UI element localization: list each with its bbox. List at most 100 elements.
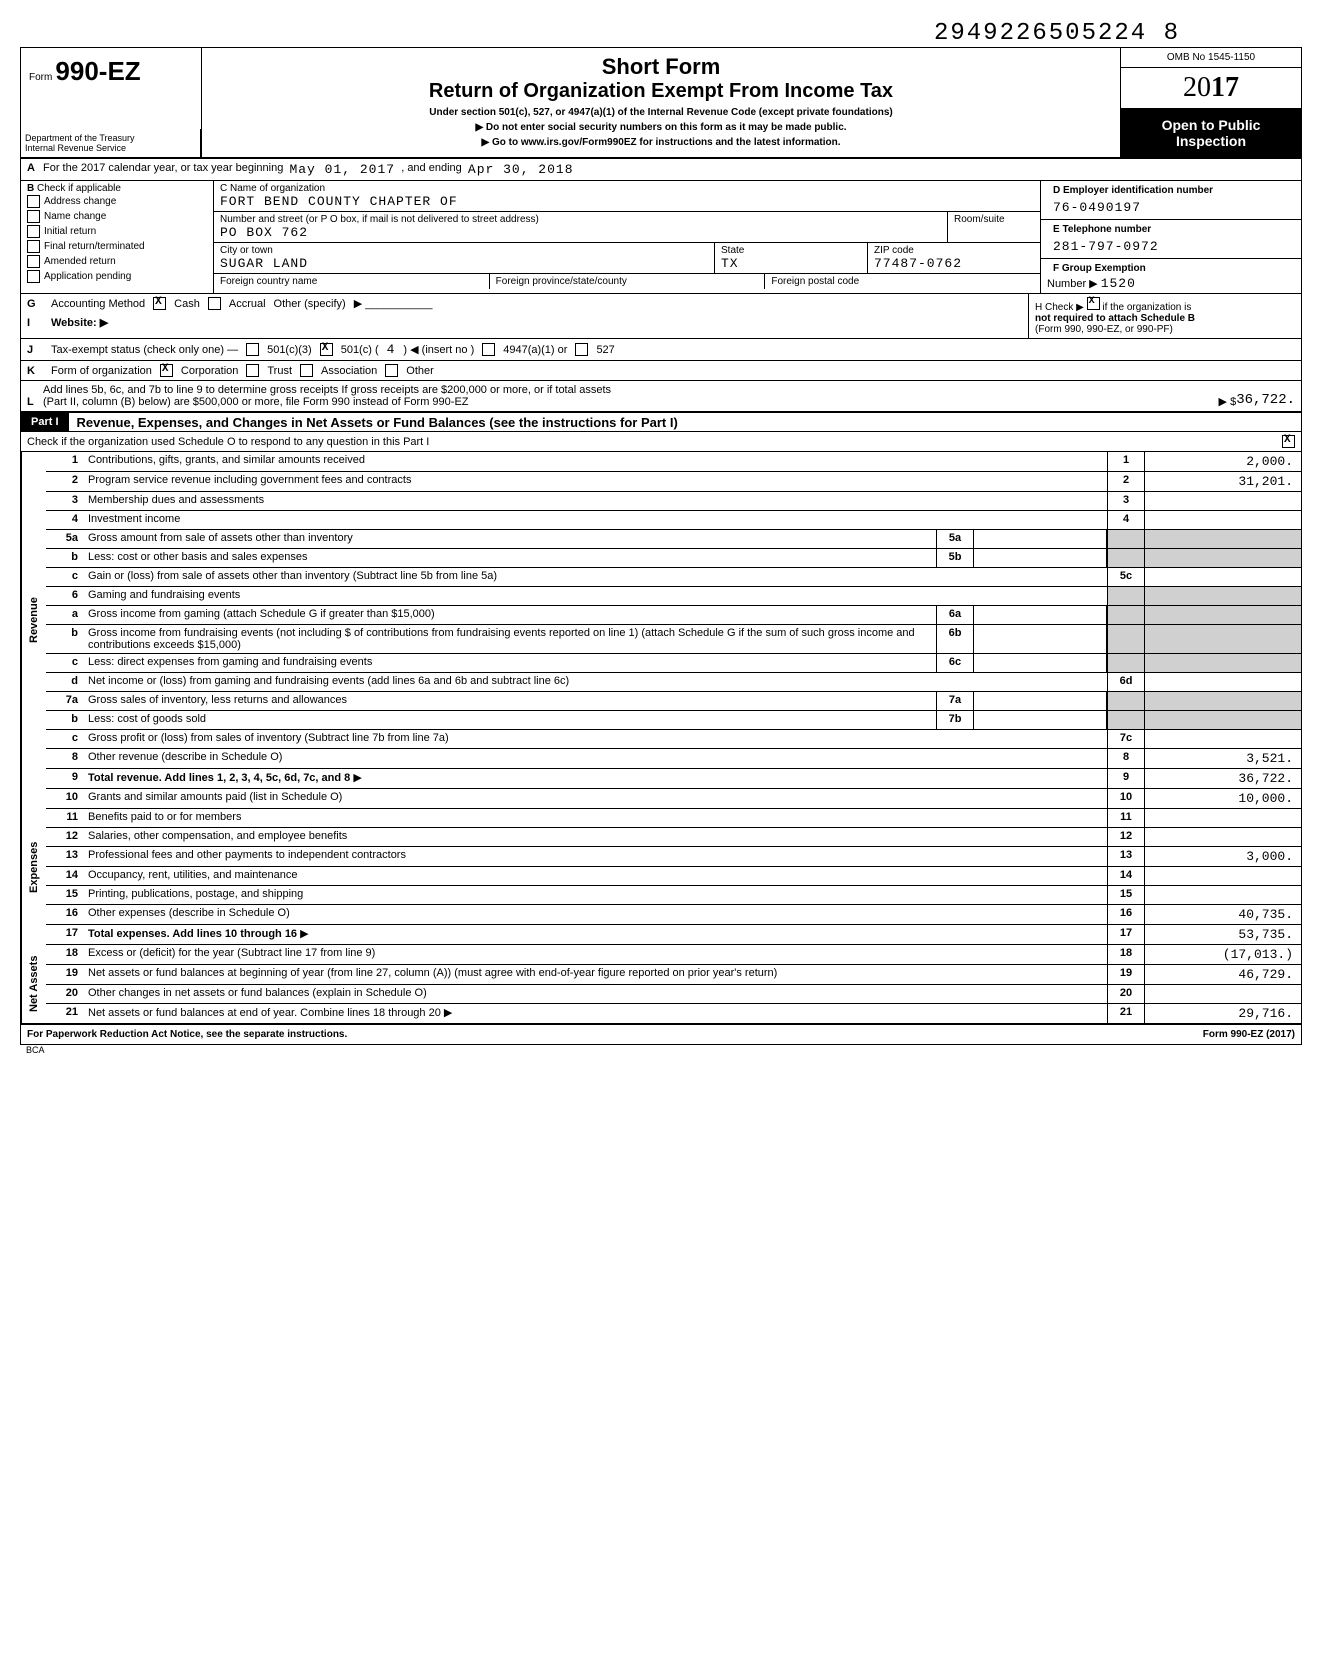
checkbox-cash[interactable] [153,297,166,310]
checkbox-name-change[interactable] [27,210,40,223]
line-7a-shaded [1107,692,1144,710]
line-18-rnum: 18 [1107,945,1144,964]
line-6d-desc: Net income or (loss) from gaming and fun… [84,673,1107,691]
line-8-num: 8 [46,749,84,768]
state-value: TX [721,256,861,271]
line-13-rnum: 13 [1107,847,1144,866]
zip-label: ZIP code [874,245,1034,256]
line-6-num: 6 [46,587,84,605]
expenses-section: Expenses 10Grants and similar amounts pa… [21,789,1301,945]
state-label: State [721,245,861,256]
line-15-rnum: 15 [1107,886,1144,904]
line-10-val: 10,000. [1144,789,1301,808]
line-19-val: 46,729. [1144,965,1301,984]
checkbox-trust[interactable] [246,364,259,377]
main-title: Return of Organization Exempt From Incom… [208,80,1114,103]
line-6b-midval [974,625,1107,653]
line-19-num: 19 [46,965,84,984]
line-19-desc: Net assets or fund balances at beginning… [84,965,1107,984]
line-12-num: 12 [46,828,84,846]
line-9-rnum: 9 [1107,769,1144,788]
line-7c-num: c [46,730,84,748]
row-l-text2: (Part II, column (B) below) are $500,000… [43,396,1219,408]
line-2-val: 31,201. [1144,472,1301,491]
line-10-rnum: 10 [1107,789,1144,808]
line-21-desc: Net assets or fund balances at end of ye… [88,1007,441,1019]
label-final-return: Final return/terminated [44,241,145,252]
line-17-desc: Total expenses. Add lines 10 through 16 [88,928,297,940]
top-form-number: 2949226505224 8 [20,20,1300,47]
checkbox-address-change[interactable] [27,195,40,208]
line-6a-shaded2 [1144,606,1301,624]
ein-value: 76-0490197 [1047,198,1295,217]
checkbox-527[interactable] [575,343,588,356]
checkbox-amended[interactable] [27,255,40,268]
phone-value: 281-797-0972 [1047,237,1295,256]
line-10-num: 10 [46,789,84,808]
checkbox-other-org[interactable] [385,364,398,377]
line-15-desc: Printing, publications, postage, and shi… [84,886,1107,904]
line-11-num: 11 [46,809,84,827]
line-13-desc: Professional fees and other payments to … [84,847,1107,866]
foreign-postal-label: Foreign postal code [764,274,1040,289]
group-exemption-label: F Group Exemption [1047,261,1295,276]
row-a-mid: , and ending [401,162,462,177]
checkbox-4947[interactable] [482,343,495,356]
checkbox-501c[interactable] [320,343,333,356]
h-text1: H Check ▶ [1035,302,1084,313]
line-5b-shaded2 [1144,549,1301,567]
form-org-label: Form of organization [51,365,152,377]
checkbox-corp[interactable] [160,364,173,377]
revenue-section: Revenue 1Contributions, gifts, grants, a… [21,452,1301,789]
line-6b-num: b [46,625,84,653]
line-5c-desc: Gain or (loss) from sale of assets other… [84,568,1107,586]
line-7b-midval [974,711,1107,729]
checkbox-assoc[interactable] [300,364,313,377]
checkbox-501c3[interactable] [246,343,259,356]
line-16-desc: Other expenses (describe in Schedule O) [84,905,1107,924]
label-501c: 501(c) ( [341,344,379,356]
phone-label: E Telephone number [1047,222,1295,237]
form-number: 990-EZ [55,56,140,86]
line-1-desc: Contributions, gifts, grants, and simila… [84,452,1107,471]
line-3-val [1144,492,1301,510]
col-d: D Employer identification number 76-0490… [1040,181,1301,293]
line-6d-num: d [46,673,84,691]
line-10-desc: Grants and similar amounts paid (list in… [84,789,1107,808]
line-9-num: 9 [46,769,84,788]
checkbox-app-pending[interactable] [27,270,40,283]
checkbox-h[interactable] [1087,297,1100,310]
part1-title: Revenue, Expenses, and Changes in Net As… [69,415,678,430]
line-6d-rnum: 6d [1107,673,1144,691]
line-6d-val [1144,673,1301,691]
form-header: Form 990-EZ Department of the Treasury I… [21,48,1301,159]
line-6b-desc: Gross income from fundraising events (no… [84,625,936,653]
form-prefix: Form [29,72,52,83]
h-text2: if the organization is [1102,302,1191,313]
row-b-label: B [27,183,34,194]
line-6c-shaded2 [1144,654,1301,672]
footer-left: For Paperwork Reduction Act Notice, see … [27,1029,347,1040]
line-5b-midval [974,549,1107,567]
line-7a-num: 7a [46,692,84,710]
row-a: A For the 2017 calendar year, or tax yea… [21,159,1301,181]
checkbox-final-return[interactable] [27,240,40,253]
line-5b-shaded [1107,549,1144,567]
subtitle-3: ▶ Go to www.irs.gov/Form990EZ for instru… [208,137,1114,148]
checkbox-schedule-o[interactable] [1282,435,1295,448]
form-container: Form 990-EZ Department of the Treasury I… [20,47,1302,1045]
checkbox-initial-return[interactable] [27,225,40,238]
bca-label: BCA [20,1045,1300,1055]
row-l-label: L [27,396,43,408]
line-13-val: 3,000. [1144,847,1301,866]
revenue-label: Revenue [21,452,46,789]
col-b: B Check if applicable Address change Nam… [21,181,214,293]
checkbox-accrual[interactable] [208,297,221,310]
line-1-rnum: 1 [1107,452,1144,471]
line-12-rnum: 12 [1107,828,1144,846]
line-7b-num: b [46,711,84,729]
schedule-o-check-row: Check if the organization used Schedule … [21,432,1301,452]
line-6a-shaded [1107,606,1144,624]
label-assoc: Association [321,365,377,377]
line-4-rnum: 4 [1107,511,1144,529]
